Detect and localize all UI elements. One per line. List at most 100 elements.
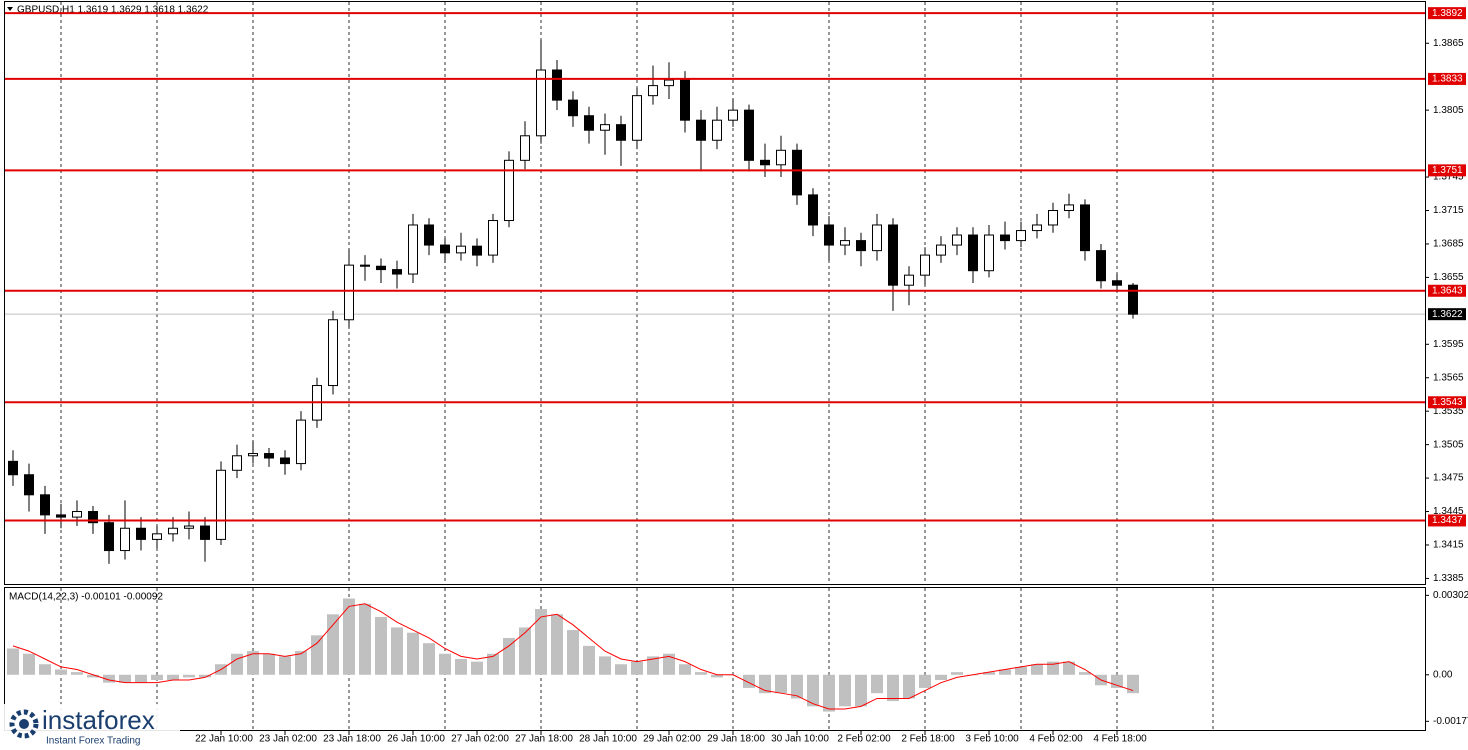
macd-bar [471,661,483,675]
candle-body [904,274,914,286]
macd-bar [183,674,195,678]
y-tick-label: 0.00302 [1433,590,1468,601]
logo-icon [9,709,39,739]
macd-bar [231,653,243,675]
candle-body [632,95,642,141]
macd-bar [39,664,51,675]
level-label-bg [1428,284,1466,297]
candle-body [504,159,514,222]
macd-bar [55,669,67,675]
macd-bar [487,653,499,675]
macd-bar [599,656,611,675]
macd-bar [855,674,867,707]
y-tick-label: 1.3595 [1433,339,1464,350]
candle-body [24,474,34,496]
logo-tagline: Instant Forex Trading [46,736,141,747]
level-label-bg [1428,7,1466,20]
y-tick-label: 1.3475 [1433,473,1464,484]
logo-bg [0,704,180,750]
candle-body [344,264,354,321]
candle-body [1096,250,1106,282]
y-tick-label: -0.00177 [1433,716,1468,727]
candle-body [760,159,770,166]
level-label: 1.3833 [1432,74,1463,85]
price-panel-frame [4,1,1426,585]
candle-body [232,455,242,471]
candle-body [440,244,450,254]
macd-bar [135,674,147,683]
candle-body [1080,204,1090,252]
candle-body [520,135,530,161]
candle-body [152,533,162,540]
y-tick-label: 0.00 [1433,669,1453,680]
candle-body [600,124,610,131]
candle-body [280,457,290,465]
macd-bar [263,653,275,675]
macd-bar [983,672,995,675]
candle-body [1112,280,1122,286]
candle-body [616,124,626,141]
candle-body [840,240,850,246]
x-tick-label: 23 Jan 18:00 [323,734,381,745]
macd-bar [775,674,787,694]
last-price-label: 1.3622 [1432,309,1463,320]
candle-body [472,245,482,256]
level-label-bg [1428,164,1466,177]
macd-bar [119,674,131,683]
level-label: 1.3643 [1432,285,1463,296]
macd-bar [919,674,931,688]
x-tick-label: 29 Jan 02:00 [643,734,701,745]
candle-body [728,109,738,121]
candle-body [968,234,978,272]
candle-body [424,224,434,246]
macd-bar [1111,674,1123,688]
candle-body [136,527,146,540]
candle-body [664,79,674,87]
candle-body [56,514,66,518]
candle-body [1128,284,1138,315]
candle-body [648,85,658,97]
x-tick-label: 27 Jan 02:00 [451,734,509,745]
macd-bar [999,669,1011,675]
candle-body [744,109,754,161]
macd-bar [583,645,595,675]
macd-bar [871,674,883,694]
x-tick-label: 26 Jan 10:00 [387,734,445,745]
candle-body [72,511,82,518]
candle-body [360,264,370,267]
level-label: 1.3751 [1432,165,1463,176]
candle-body [712,119,722,141]
macd-bar [631,661,643,675]
macd-bar [615,664,627,675]
macd-bar [839,674,851,707]
y-tick-label: 1.3415 [1433,540,1464,551]
macd-bar [375,616,387,675]
level-label-bg [1428,396,1466,409]
y-tick-label: 1.3655 [1433,272,1464,283]
x-tick-label: 4 Feb 02:00 [1029,734,1083,745]
last-price-label-bg [1428,308,1466,321]
macd-bar [903,674,915,699]
macd-bar [503,637,515,675]
candle-body [88,511,98,524]
candle-body [120,527,130,552]
x-tick-label: 27 Jan 18:00 [515,734,573,745]
x-tick-label: 3 Feb 10:00 [965,734,1019,745]
level-label: 1.3437 [1432,515,1463,526]
x-tick-label: 22 Jan 10:00 [195,734,253,745]
candle-body [328,319,338,387]
macd-bar [23,653,35,675]
y-tick-label: 1.3715 [1433,205,1464,216]
macd-bar [423,643,435,675]
macd-bar [1015,666,1027,675]
macd-bar [535,609,547,675]
macd-bar [343,598,355,675]
logo-name: instaforex [42,705,155,735]
candle-body [872,224,882,252]
x-tick-label: 4 Feb 18:00 [1093,734,1147,745]
y-tick-label: 1.3505 [1433,439,1464,450]
y-tick-label: 1.3535 [1433,406,1464,417]
level-label-bg [1428,72,1466,85]
x-tick-label: 2 Feb 02:00 [837,734,891,745]
